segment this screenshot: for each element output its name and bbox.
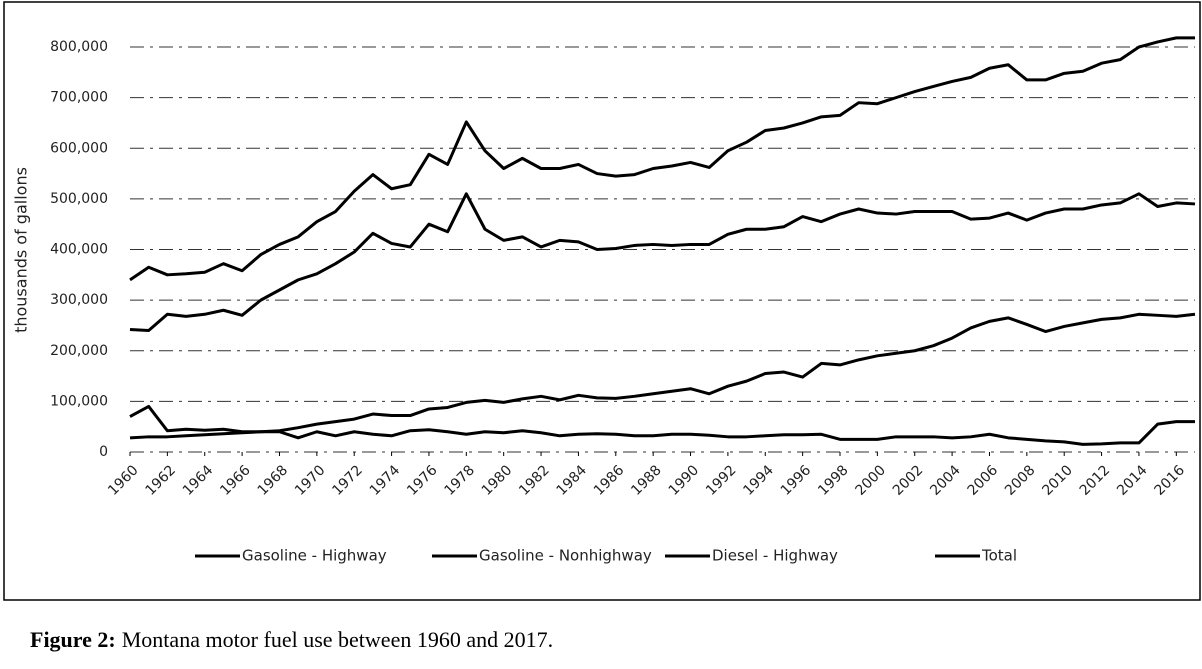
caption-label: Figure 2: (30, 627, 116, 652)
x-tick-label: 1998 (815, 462, 852, 499)
x-tick-label: 1984 (554, 462, 591, 499)
x-tick-label: 1996 (778, 462, 815, 499)
x-tick-label: 2004 (927, 462, 964, 499)
x-tick-label: 1964 (180, 462, 217, 499)
y-tick-label: 200,000 (50, 343, 108, 359)
y-tick-label: 700,000 (50, 90, 108, 106)
legend-label: Total (981, 547, 1017, 565)
x-tick-label: 1962 (143, 462, 180, 499)
series-line (129, 312, 1196, 440)
legend-label: Diesel - Highway (712, 547, 838, 565)
x-tick-label: 1982 (516, 462, 553, 499)
x-tick-label: 1960 (105, 462, 142, 499)
x-tick-label: 2002 (890, 462, 927, 499)
x-tick-label: 2014 (1114, 462, 1151, 499)
y-tick-label: 300,000 (50, 292, 108, 308)
caption-text: Montana motor fuel use between 1960 and … (122, 627, 553, 652)
x-tick-label: 1994 (740, 462, 777, 499)
x-tick-label: 2000 (853, 462, 890, 499)
x-tick-label: 1980 (479, 462, 516, 499)
y-tick-label: 400,000 (50, 242, 108, 258)
series-line (129, 404, 1195, 446)
x-tick-label: 1978 (441, 462, 478, 499)
y-tick-label: 100,000 (50, 393, 108, 409)
x-tick-label: 1972 (329, 462, 366, 499)
x-tick-label: 2008 (1002, 462, 1039, 499)
x-tick-label: 1966 (217, 462, 254, 499)
x-tick-label: 2012 (1077, 462, 1114, 499)
x-tick-label: 2006 (965, 462, 1002, 499)
y-tick-label: 500,000 (50, 191, 108, 207)
x-tick-label: 2016 (1151, 462, 1188, 499)
legend-label: Gasoline - Highway (242, 547, 387, 565)
x-tick-label: 1992 (703, 462, 740, 499)
caption: Figure 2: Montana motor fuel use between … (30, 627, 553, 652)
legend-label: Gasoline - Nonhighway (479, 547, 652, 565)
x-tick-label: 1990 (666, 462, 703, 499)
series-line (129, 192, 1196, 332)
x-tick-label: 1970 (292, 462, 329, 499)
x-tick-label: 1974 (367, 462, 404, 499)
x-tick-label: 2010 (1039, 462, 1076, 499)
x-tick-label: 1968 (255, 462, 292, 499)
chart-border (3, 1, 1201, 601)
y-tick-label: 600,000 (50, 140, 108, 156)
y-tick-label: 800,000 (50, 39, 108, 55)
y-axis-label: thousands of gallons (12, 167, 31, 333)
x-tick-label: 1988 (628, 462, 665, 499)
series-line (129, 36, 1195, 282)
y-tick-label: 0 (99, 444, 108, 460)
x-tick-label: 1976 (404, 462, 441, 499)
x-tick-label: 1986 (591, 462, 628, 499)
